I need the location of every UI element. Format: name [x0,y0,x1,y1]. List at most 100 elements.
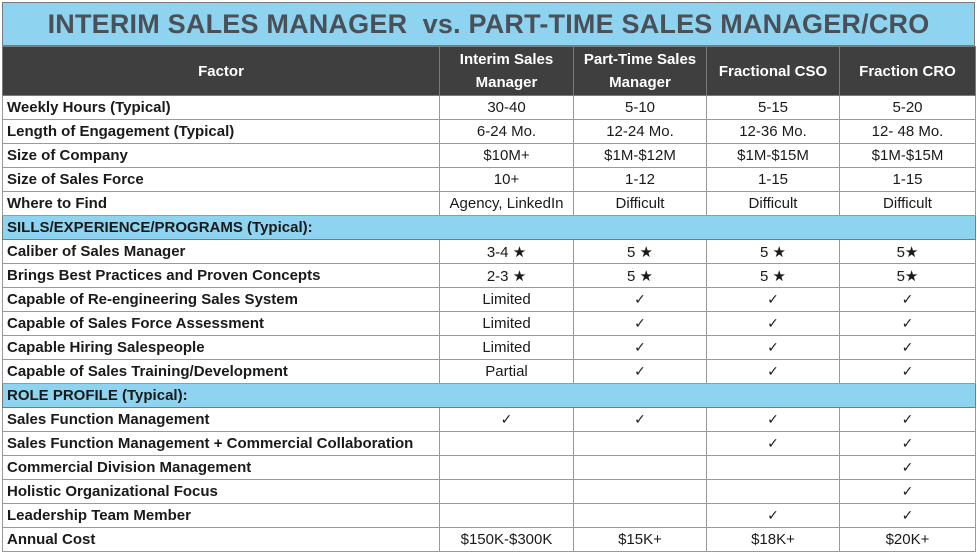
value-cell: ✓ [706,431,840,456]
header-interim-sales-manager: Interim Sales Manager [439,46,574,96]
value-cell: 12- 48 Mo. [839,119,976,144]
value-cell: ✓ [839,407,976,432]
value-cell [573,455,707,480]
table-row: Leadership Team Member ✓ ✓ [2,503,976,528]
table-row: Where to Find Agency, LinkedIn Difficult Di… [2,191,976,216]
value-cell: ✓ [839,431,976,456]
factor-cell: Sales Function Management [2,407,440,432]
factor-cell: Capable Hiring Salespeople [2,335,440,360]
value-cell: 2-3 ★ [439,263,574,288]
factor-cell: Leadership Team Member [2,503,440,528]
table-row: Sales Function Management + Commercial C… [2,431,976,456]
value-cell: 5-15 [706,95,840,120]
value-cell: 6-24 Mo. [439,119,574,144]
value-cell: Limited [439,311,574,336]
value-cell: ✓ [706,503,840,528]
table-row: Weekly Hours (Typical) 30-40 5-10 5-15 5-20 [2,95,976,120]
value-cell: Difficult [706,191,840,216]
header-fraction-cro: Fraction CRO [839,46,976,96]
value-cell: ✓ [573,359,707,384]
value-cell: ✓ [839,335,976,360]
value-cell: $150K-$300K [439,527,574,552]
value-cell: Difficult [839,191,976,216]
table-row: Caliber of Sales Manager 3-4 ★ 5 ★ 5 ★ 5★ [2,239,976,264]
value-cell [573,503,707,528]
value-cell: ✓ [573,335,707,360]
factor-cell: Capable of Sales Force Assessment [2,311,440,336]
value-cell: ✓ [839,503,976,528]
section-heading: SILLS/EXPERIENCE/PROGRAMS (Typical): [2,215,976,240]
factor-cell: Weekly Hours (Typical) [2,95,440,120]
table-row: Capable of Sales Force Assessment Limited… [2,311,976,336]
value-cell [573,431,707,456]
value-cell: ✓ [839,479,976,504]
value-cell: 5 ★ [706,263,840,288]
factor-cell: Sales Function Management + Commercial C… [2,431,440,456]
value-cell: 30-40 [439,95,574,120]
section-heading: ROLE PROFILE (Typical): [2,383,976,408]
value-cell: 5 ★ [573,263,707,288]
comparison-table: Factor Interim Sales Manager Part-Time S… [2,46,976,552]
value-cell: ✓ [839,287,976,312]
value-cell: Limited [439,287,574,312]
factor-cell: Capable of Re-engineering Sales System [2,287,440,312]
value-cell: $15K+ [573,527,707,552]
value-cell: 1-15 [839,167,976,192]
factor-cell: Commercial Division Management [2,455,440,480]
value-cell: ✓ [706,335,840,360]
factor-cell: Size of Sales Force [2,167,440,192]
value-cell: 3-4 ★ [439,239,574,264]
table-row: Capable of Sales Training/Development Par… [2,359,976,384]
value-cell [439,503,574,528]
table-row: Capable of Re-engineering Sales System Li… [2,287,976,312]
value-cell [439,479,574,504]
value-cell: ✓ [839,455,976,480]
value-cell: $1M-$15M [706,143,840,168]
value-cell: ✓ [573,407,707,432]
value-cell [439,431,574,456]
value-cell: ✓ [706,287,840,312]
value-cell: Agency, LinkedIn [439,191,574,216]
value-cell [706,479,840,504]
value-cell: ✓ [839,311,976,336]
value-cell [439,455,574,480]
value-cell: 1-15 [706,167,840,192]
factor-cell: Where to Find [2,191,440,216]
value-cell: $1M-$12M [573,143,707,168]
value-cell: 5 ★ [573,239,707,264]
value-cell: $20K+ [839,527,976,552]
value-cell: ✓ [706,359,840,384]
value-cell: 1-12 [573,167,707,192]
factor-cell: Length of Engagement (Typical) [2,119,440,144]
value-cell: 5★ [839,263,976,288]
factor-cell: Size of Company [2,143,440,168]
header-part-time-sales-manager: Part-Time Sales Manager [573,46,707,96]
header-fractional-cso: Fractional CSO [706,46,840,96]
value-cell: ✓ [573,311,707,336]
value-cell: $18K+ [706,527,840,552]
value-cell: 5-20 [839,95,976,120]
value-cell: 12-36 Mo. [706,119,840,144]
value-cell: $10M+ [439,143,574,168]
value-cell: $1M-$15M [839,143,976,168]
value-cell: Partial [439,359,574,384]
factor-cell: Caliber of Sales Manager [2,239,440,264]
value-cell: Limited [439,335,574,360]
table-row: Size of Sales Force 10+ 1-12 1-15 1-15 [2,167,976,192]
page-title: INTERIM SALES MANAGER vs. PART-TIME SALE… [2,2,975,46]
section-row: SILLS/EXPERIENCE/PROGRAMS (Typical): [2,215,976,240]
factor-cell: Annual Cost [2,527,440,552]
table-row: Sales Function Management ✓ ✓ ✓ ✓ [2,407,976,432]
factor-cell: Brings Best Practices and Proven Concept… [2,263,440,288]
value-cell: ✓ [706,407,840,432]
value-cell [706,455,840,480]
header-factor: Factor [2,46,440,96]
factor-cell: Holistic Organizational Focus [2,479,440,504]
value-cell: 10+ [439,167,574,192]
table-row: Brings Best Practices and Proven Concept… [2,263,976,288]
table-row: Annual Cost $150K-$300K $15K+ $18K+ $20K+ [2,527,976,552]
value-cell [573,479,707,504]
value-cell: ✓ [439,407,574,432]
value-cell: 5 ★ [706,239,840,264]
